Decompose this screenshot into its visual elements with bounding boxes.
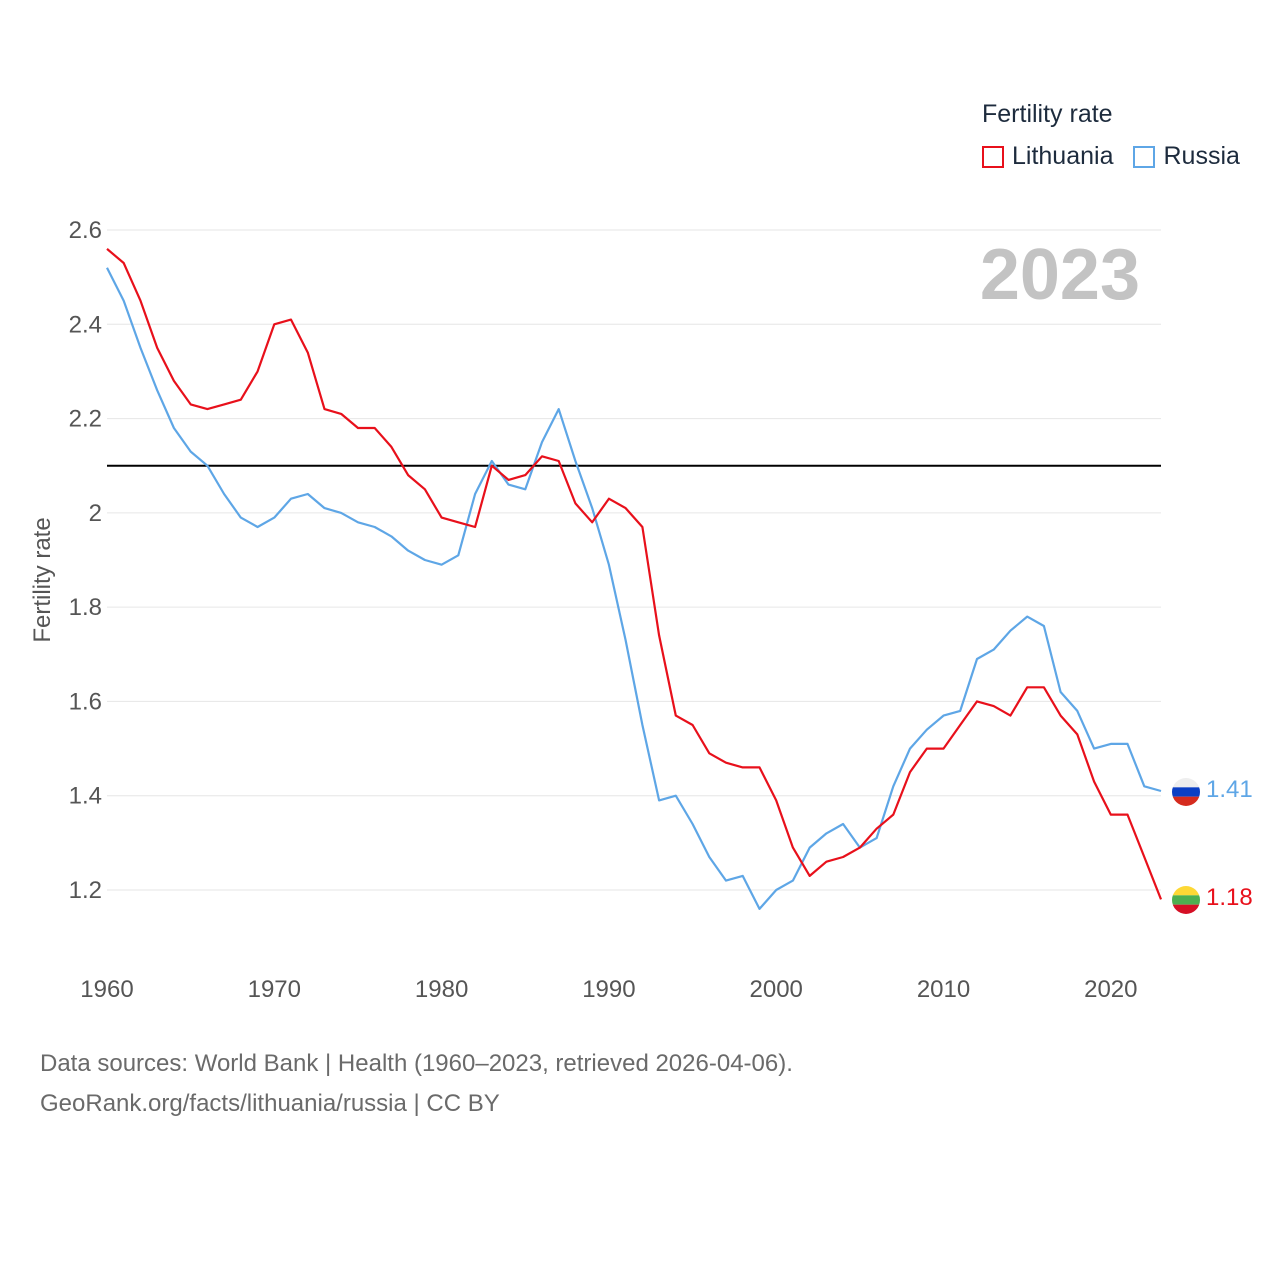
legend: Lithuania Russia <box>982 142 1260 171</box>
x-tick-label: 2010 <box>917 976 970 1003</box>
year-label: 2023 <box>980 235 1140 315</box>
legend-title: Fertility rate <box>982 100 1113 128</box>
source-note: Data sources: World Bank | Health (1960–… <box>40 1044 793 1124</box>
legend-item-russia[interactable]: Russia <box>1133 142 1240 171</box>
y-tick-label: 1.2 <box>69 877 102 904</box>
legend-swatch-lithuania <box>982 145 1004 168</box>
x-tick-label: 2020 <box>1084 976 1137 1003</box>
legend-item-lithuania[interactable]: Lithuania <box>982 142 1113 171</box>
y-tick-label: 2 <box>89 500 102 527</box>
x-tick-label: 1990 <box>582 976 635 1003</box>
x-tick-label: 1960 <box>80 976 133 1003</box>
series-line-russia[interactable] <box>106 267 1162 911</box>
x-tick-label: 1980 <box>415 976 468 1003</box>
y-tick-label: 1.8 <box>69 594 102 621</box>
legend-label-lithuania: Lithuania <box>1012 142 1114 170</box>
y-tick-label: 2.2 <box>69 406 102 433</box>
russia-end-label: 1.41 <box>1206 776 1253 803</box>
x-tick-label: 2000 <box>750 976 803 1003</box>
y-tick-label: 2.6 <box>69 217 102 244</box>
legend-swatch-russia <box>1133 145 1156 168</box>
legend-label-russia: Russia <box>1163 142 1240 170</box>
y-tick-label: 1.4 <box>69 783 102 810</box>
source-line-1: Data sources: World Bank | Health (1960–… <box>40 1050 793 1077</box>
source-line-2[interactable]: GeoRank.org/facts/lithuania/russia | CC … <box>40 1090 500 1117</box>
y-tick-label: 2.4 <box>69 311 102 338</box>
y-axis-title: Fertility rate <box>29 517 56 642</box>
lithuania-flag-icon <box>1172 886 1200 914</box>
x-tick-label: 1970 <box>248 976 301 1003</box>
lithuania-end-label: 1.18 <box>1206 884 1253 911</box>
series-line-lithuania[interactable] <box>106 248 1163 900</box>
y-tick-label: 1.6 <box>69 688 102 715</box>
russia-flag-icon <box>1172 778 1200 806</box>
